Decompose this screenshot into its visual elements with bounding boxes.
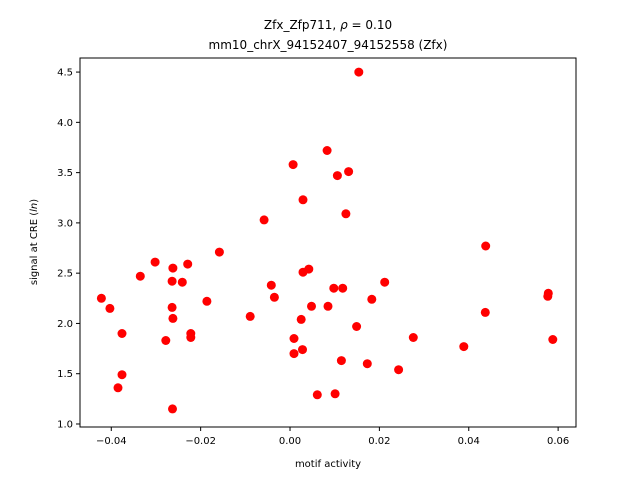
data-point xyxy=(380,277,390,287)
data-point xyxy=(362,359,372,369)
title-rho-symbol: ρ xyxy=(340,18,348,32)
data-point xyxy=(352,322,362,331)
data-point xyxy=(269,292,279,302)
y-tick-label: 3.5 xyxy=(57,168,73,179)
data-point xyxy=(548,335,558,344)
data-point xyxy=(245,311,255,321)
data-point xyxy=(329,283,339,293)
data-point xyxy=(150,257,160,267)
x-tick-label: 0.02 xyxy=(368,436,390,447)
data-point xyxy=(183,259,193,269)
data-point xyxy=(408,333,418,342)
data-point xyxy=(105,303,115,313)
data-point xyxy=(481,241,491,251)
data-point xyxy=(307,301,316,311)
y-tick-label: 2.5 xyxy=(57,269,73,280)
data-point xyxy=(135,271,145,281)
data-point xyxy=(304,264,314,274)
data-point xyxy=(394,365,404,375)
y-tick-label: 4.0 xyxy=(57,118,73,129)
data-point xyxy=(202,296,212,306)
data-point xyxy=(298,195,308,205)
data-point xyxy=(480,307,490,317)
data-point xyxy=(367,294,377,304)
data-point xyxy=(168,404,177,414)
data-point xyxy=(354,67,364,77)
data-point xyxy=(161,336,171,345)
y-tick-label: 2.0 xyxy=(57,319,73,330)
y-axis-label-prefix: signal at CRE ( xyxy=(29,212,40,285)
data-point xyxy=(168,263,178,273)
data-point xyxy=(296,314,306,324)
y-axis-label-suffix: ) xyxy=(29,199,40,203)
y-axis-label-italic: ln xyxy=(29,203,40,212)
y-tick-label: 1.5 xyxy=(57,369,73,380)
data-point xyxy=(332,171,342,181)
data-point xyxy=(338,283,348,293)
data-point xyxy=(322,146,332,155)
chart-title-line2: mm10_chrX_94152407_94152558 (Zfx) xyxy=(209,38,448,52)
x-tick-label: 0.04 xyxy=(458,436,480,447)
data-point xyxy=(330,389,340,399)
data-point xyxy=(186,333,196,342)
data-point xyxy=(167,302,177,312)
data-point xyxy=(167,276,177,286)
y-tick-label: 4.5 xyxy=(57,68,73,79)
data-point xyxy=(543,288,553,298)
data-point xyxy=(336,356,346,366)
data-point xyxy=(266,280,276,290)
x-tick-label: −0.02 xyxy=(185,436,216,447)
x-axis-ticks: −0.04 −0.02 0.00 0.02 0.04 0.06 xyxy=(96,427,569,447)
x-axis-label: motif activity xyxy=(295,459,361,470)
y-axis-label: signal at CRE (ln) xyxy=(29,199,40,285)
data-point xyxy=(289,349,299,359)
y-tick-label: 3.0 xyxy=(57,218,73,229)
data-point xyxy=(96,293,106,303)
data-point xyxy=(344,167,354,177)
data-point xyxy=(177,277,187,287)
title-rho-value: = 0.10 xyxy=(348,18,392,32)
data-point xyxy=(117,370,127,380)
data-point xyxy=(259,215,269,225)
data-point xyxy=(168,313,178,323)
title-prefix: Zfx_Zfp711, xyxy=(264,18,340,32)
y-tick-label: 1.0 xyxy=(57,419,73,430)
data-point xyxy=(113,383,123,393)
y-axis-ticks: 1.0 1.5 2.0 2.5 3.0 3.5 4.0 4.5 xyxy=(57,68,80,430)
data-point xyxy=(214,247,224,257)
data-point xyxy=(459,342,469,352)
data-point xyxy=(288,160,298,170)
x-tick-label: −0.04 xyxy=(96,436,127,447)
plot-area-frame xyxy=(79,57,577,428)
chart-title-line1: Zfx_Zfp711, ρ = 0.10 xyxy=(264,18,392,32)
data-point xyxy=(323,301,333,311)
data-point xyxy=(341,209,351,219)
data-point xyxy=(117,329,127,338)
x-tick-label: 0.00 xyxy=(279,436,301,447)
x-tick-label: 0.06 xyxy=(547,436,569,447)
data-point xyxy=(312,390,322,400)
data-points xyxy=(96,67,558,414)
data-point xyxy=(298,345,307,355)
data-point xyxy=(289,334,299,343)
